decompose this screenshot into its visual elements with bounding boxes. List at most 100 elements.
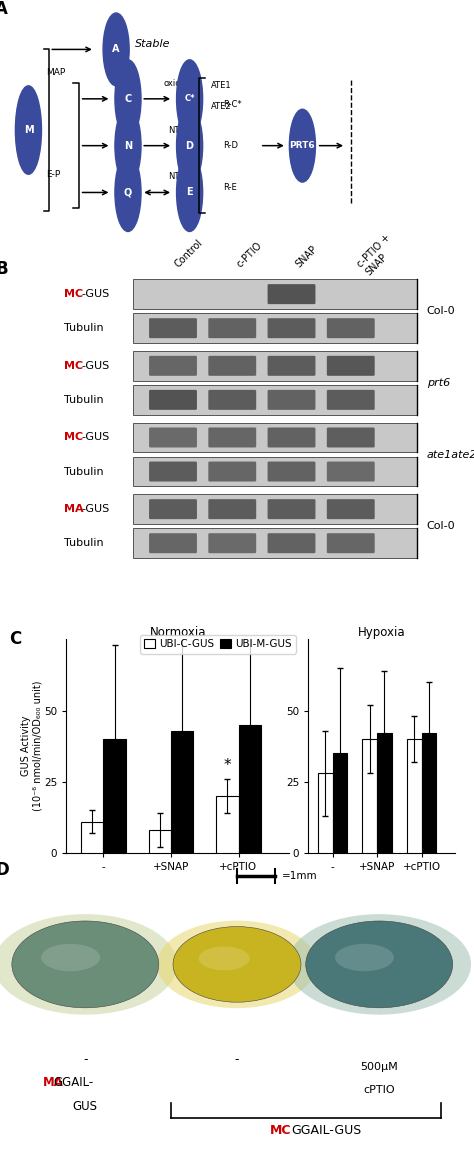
- Text: R-C*: R-C*: [223, 99, 241, 109]
- Text: prt6: prt6: [427, 378, 450, 388]
- FancyBboxPatch shape: [327, 390, 374, 410]
- FancyBboxPatch shape: [133, 313, 417, 343]
- Text: MC: MC: [64, 289, 83, 299]
- Text: c-PTIO: c-PTIO: [235, 239, 264, 269]
- Text: B: B: [0, 260, 8, 279]
- FancyBboxPatch shape: [267, 390, 316, 410]
- Ellipse shape: [115, 60, 141, 138]
- FancyBboxPatch shape: [209, 318, 256, 339]
- FancyBboxPatch shape: [209, 428, 256, 447]
- FancyBboxPatch shape: [327, 318, 374, 339]
- Text: MC: MC: [64, 432, 83, 443]
- Title: Hypoxia: Hypoxia: [358, 627, 405, 639]
- FancyBboxPatch shape: [327, 499, 374, 519]
- Bar: [333, 754, 347, 853]
- Text: A: A: [0, 0, 8, 18]
- Legend: UBI-C-GUS, UBI-M-GUS: UBI-C-GUS, UBI-M-GUS: [140, 636, 296, 653]
- FancyBboxPatch shape: [209, 390, 256, 410]
- Text: GGAIL-: GGAIL-: [54, 1076, 94, 1089]
- Text: GUS: GUS: [73, 1101, 98, 1113]
- Bar: [318, 773, 333, 853]
- FancyBboxPatch shape: [209, 356, 256, 376]
- Text: 500μM: 500μM: [360, 1061, 398, 1072]
- Text: PRT6: PRT6: [290, 141, 315, 150]
- FancyBboxPatch shape: [267, 461, 316, 482]
- FancyBboxPatch shape: [133, 351, 417, 380]
- Bar: [377, 733, 392, 853]
- Text: -GUS: -GUS: [82, 504, 110, 514]
- FancyBboxPatch shape: [133, 495, 417, 524]
- FancyBboxPatch shape: [209, 499, 256, 519]
- Bar: [407, 739, 422, 853]
- FancyBboxPatch shape: [267, 284, 316, 304]
- Text: Control: Control: [173, 237, 205, 269]
- Text: Tubulin: Tubulin: [64, 324, 104, 333]
- Bar: [422, 733, 437, 853]
- Text: C: C: [9, 630, 22, 649]
- Text: Q: Q: [124, 187, 132, 198]
- FancyBboxPatch shape: [267, 428, 316, 447]
- FancyBboxPatch shape: [149, 356, 197, 376]
- Text: Tubulin: Tubulin: [64, 539, 104, 548]
- Text: Stable: Stable: [135, 39, 171, 50]
- FancyBboxPatch shape: [149, 461, 197, 482]
- Ellipse shape: [176, 60, 203, 138]
- Ellipse shape: [176, 106, 203, 185]
- Ellipse shape: [15, 86, 41, 175]
- Ellipse shape: [335, 943, 394, 971]
- Text: *: *: [224, 758, 231, 773]
- Text: R-D: R-D: [223, 141, 238, 150]
- Ellipse shape: [199, 947, 250, 970]
- Ellipse shape: [103, 13, 129, 86]
- Text: E: E: [186, 187, 193, 198]
- Ellipse shape: [173, 927, 301, 1002]
- Ellipse shape: [157, 920, 317, 1008]
- Ellipse shape: [12, 921, 159, 1008]
- FancyBboxPatch shape: [267, 356, 316, 376]
- Text: GGAIL-GUS: GGAIL-GUS: [292, 1124, 362, 1136]
- Text: NTAQ1: NTAQ1: [168, 172, 197, 181]
- FancyBboxPatch shape: [133, 457, 417, 487]
- Text: MAP: MAP: [46, 68, 66, 77]
- Text: A: A: [112, 44, 120, 54]
- Text: -GUS: -GUS: [82, 432, 110, 443]
- FancyBboxPatch shape: [149, 428, 197, 447]
- FancyBboxPatch shape: [209, 461, 256, 482]
- FancyBboxPatch shape: [133, 385, 417, 415]
- Text: ATE1: ATE1: [210, 81, 231, 90]
- FancyBboxPatch shape: [209, 533, 256, 554]
- Text: Col-0: Col-0: [427, 306, 455, 317]
- FancyBboxPatch shape: [133, 528, 417, 558]
- Ellipse shape: [306, 921, 453, 1008]
- Ellipse shape: [41, 943, 100, 971]
- Ellipse shape: [289, 109, 316, 181]
- FancyBboxPatch shape: [149, 318, 197, 339]
- FancyBboxPatch shape: [327, 428, 374, 447]
- Text: R-E: R-E: [223, 183, 237, 192]
- Text: Col-0: Col-0: [427, 521, 455, 532]
- FancyBboxPatch shape: [327, 356, 374, 376]
- Text: =1mm: =1mm: [282, 870, 318, 881]
- Text: SNAP: SNAP: [294, 244, 319, 269]
- Text: D: D: [186, 141, 193, 150]
- Y-axis label: GUS Activity
(10⁻⁶ nmol/min/OD₆₀₀ unit): GUS Activity (10⁻⁶ nmol/min/OD₆₀₀ unit): [21, 681, 43, 812]
- Text: -GUS: -GUS: [82, 361, 110, 371]
- Text: N: N: [124, 141, 132, 150]
- Text: E-P: E-P: [46, 170, 61, 179]
- Text: D: D: [0, 861, 9, 880]
- Ellipse shape: [0, 914, 177, 1015]
- Text: MA: MA: [64, 504, 83, 514]
- Text: ate1ate2: ate1ate2: [427, 450, 474, 460]
- Text: C*: C*: [184, 95, 195, 103]
- Text: cPTIO: cPTIO: [364, 1085, 395, 1095]
- FancyBboxPatch shape: [267, 318, 316, 339]
- Text: Tubulin: Tubulin: [64, 467, 104, 476]
- Text: c-PTIO +
SNAP: c-PTIO + SNAP: [356, 232, 401, 277]
- Bar: [149, 830, 171, 853]
- FancyBboxPatch shape: [327, 533, 374, 554]
- Bar: [363, 739, 377, 853]
- Ellipse shape: [176, 154, 203, 231]
- Text: MC: MC: [270, 1124, 292, 1136]
- Text: Tubulin: Tubulin: [64, 395, 104, 405]
- Ellipse shape: [115, 106, 141, 185]
